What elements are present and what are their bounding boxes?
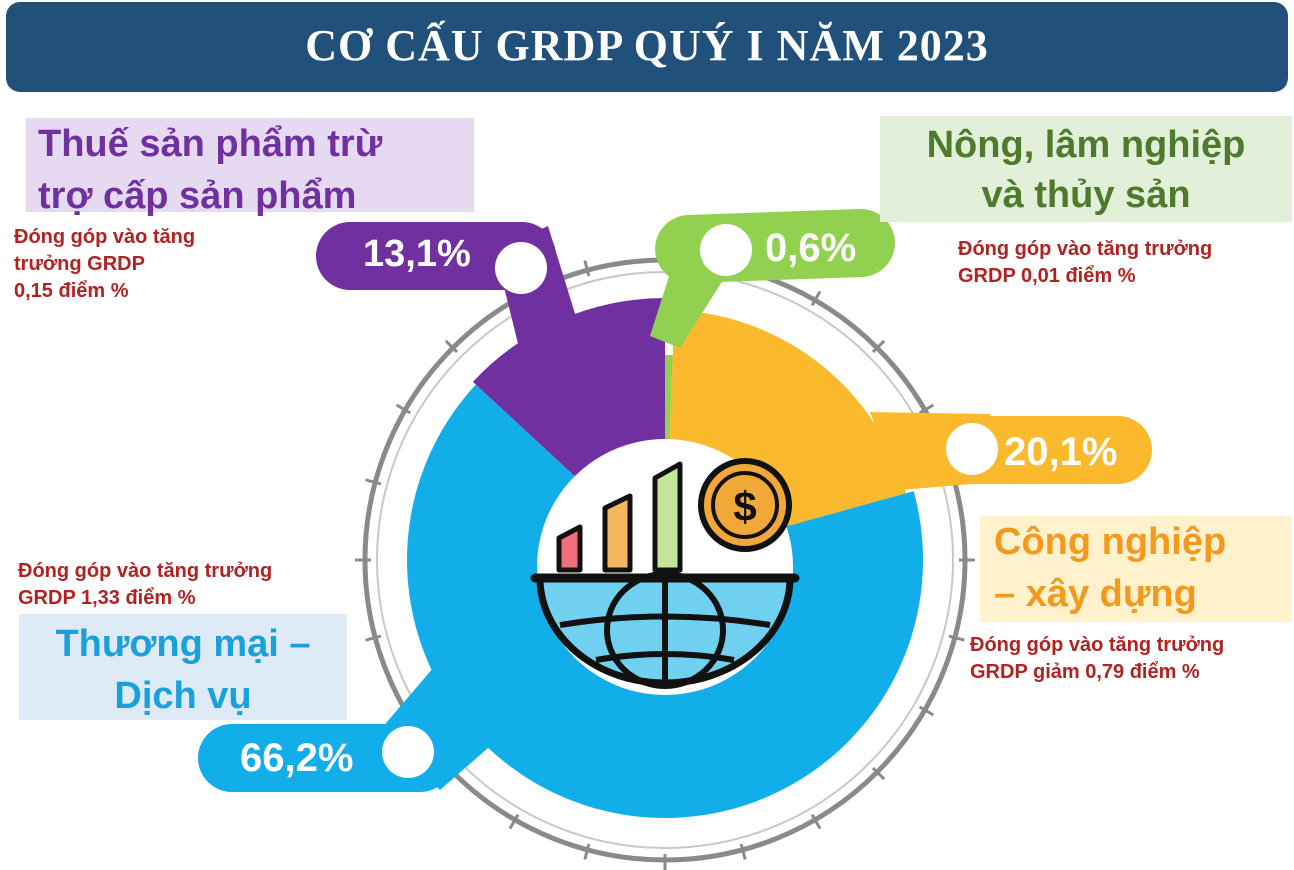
label-agriculture-line2: và thủy sản bbox=[981, 174, 1191, 216]
gauge-tick bbox=[444, 339, 459, 354]
label-box-agriculture: Nông, lâm nghiệp và thủy sản bbox=[880, 116, 1292, 222]
note-agriculture-line1: Đóng góp vào tăng trưởng bbox=[958, 238, 1213, 260]
note-taxes-line2: trưởng GRDP bbox=[14, 253, 145, 275]
gauge-tick bbox=[871, 339, 886, 354]
gauge-tick bbox=[739, 843, 747, 860]
gauge-tick bbox=[583, 260, 591, 277]
note-services: Đóng góp vào tăng trưởng GRDP 1,33 điểm … bbox=[18, 558, 272, 612]
gauge-tick bbox=[918, 705, 935, 717]
gauge-tick bbox=[583, 843, 591, 860]
note-services-line1: Đóng góp vào tăng trưởng bbox=[18, 560, 273, 582]
label-taxes-line1: Thuế sản phẩm trừ bbox=[38, 123, 383, 165]
page-title: CƠ CẤU GRDP QUÝ I NĂM 2023 bbox=[305, 21, 989, 70]
gauge-ticks bbox=[355, 250, 975, 870]
label-services-line2: Dịch vụ bbox=[114, 675, 252, 717]
note-taxes-line1: Đóng góp vào tăng bbox=[14, 226, 196, 248]
dot-services bbox=[382, 726, 434, 778]
gauge-tick bbox=[365, 478, 382, 486]
pct-services: 66,2% bbox=[240, 736, 354, 780]
label-box-services: Thương mại – Dịch vụ bbox=[19, 614, 347, 720]
dot-taxes bbox=[495, 242, 547, 294]
gauge-tick bbox=[395, 403, 412, 415]
gauge-tick bbox=[871, 766, 886, 781]
growth-chart-globe-dollar-icon: $ bbox=[530, 439, 800, 695]
gauge-tick bbox=[810, 813, 822, 830]
label-industry-line1: Công nghiệp bbox=[994, 521, 1227, 563]
note-industry-line2: GRDP giảm 0,79 điểm % bbox=[970, 661, 1200, 683]
label-taxes-line2: trợ cấp sản phẩm bbox=[38, 175, 357, 217]
pct-taxes: 13,1% bbox=[363, 233, 471, 275]
note-industry-line1: Đóng góp vào tăng trưởng bbox=[970, 634, 1225, 656]
title-banner: CƠ CẤU GRDP QUÝ I NĂM 2023 bbox=[6, 2, 1288, 92]
gauge-tick bbox=[918, 403, 935, 415]
pct-industry: 20,1% bbox=[1004, 430, 1118, 474]
label-services-line1: Thương mại – bbox=[55, 623, 311, 665]
note-taxes: Đóng góp vào tăng trưởng GRDP 0,15 điểm … bbox=[14, 224, 195, 305]
note-taxes-line3: 0,15 điểm % bbox=[14, 280, 129, 302]
gauge-tick bbox=[365, 634, 382, 642]
label-box-taxes: Thuế sản phẩm trừ trợ cấp sản phẩm bbox=[26, 118, 474, 217]
pct-agriculture: 0,6% bbox=[765, 226, 857, 270]
label-box-industry: Công nghiệp – xây dựng bbox=[980, 516, 1292, 622]
gauge-tick bbox=[948, 634, 965, 642]
note-industry: Đóng góp vào tăng trưởng GRDP giảm 0,79 … bbox=[970, 632, 1224, 686]
dot-agriculture bbox=[700, 224, 752, 276]
gauge-tick bbox=[810, 290, 822, 307]
label-industry-line2: – xây dựng bbox=[994, 573, 1197, 615]
note-agriculture: Đóng góp vào tăng trưởng GRDP 0,01 điểm … bbox=[958, 236, 1212, 290]
note-agriculture-line2: GRDP 0,01 điểm % bbox=[958, 265, 1136, 287]
label-agriculture-line1: Nông, lâm nghiệp bbox=[926, 124, 1246, 166]
svg-text:$: $ bbox=[733, 483, 756, 530]
gauge-tick bbox=[508, 813, 520, 830]
note-services-line2: GRDP 1,33 điểm % bbox=[18, 587, 196, 609]
dot-industry bbox=[946, 423, 998, 475]
